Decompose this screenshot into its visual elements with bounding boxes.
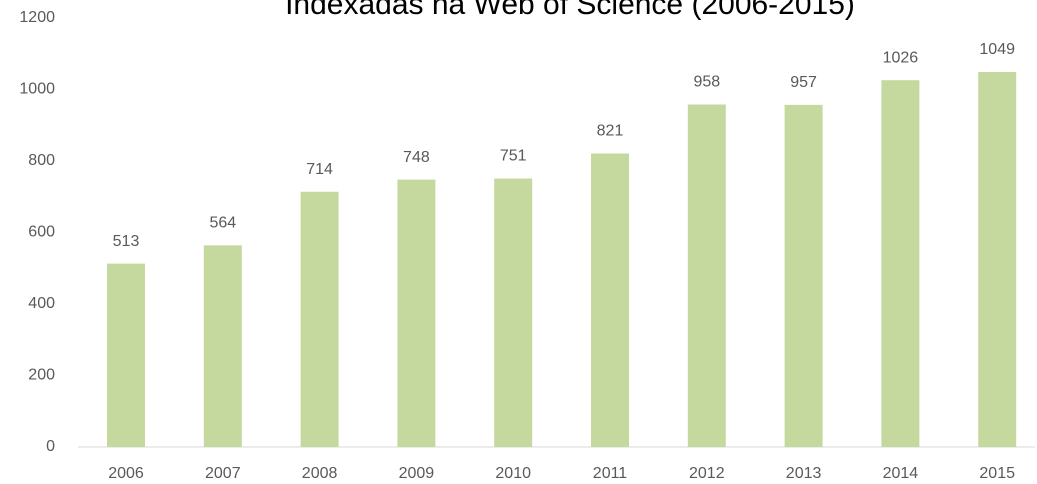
x-tick-label: 2010 (495, 465, 531, 482)
data-label: 1026 (883, 49, 919, 66)
bar (203, 245, 242, 447)
y-tick-label: 200 (28, 367, 55, 384)
x-tick-label: 2008 (302, 465, 338, 482)
x-tick-label: 2012 (689, 465, 725, 482)
x-tick-label: 2007 (205, 465, 241, 482)
x-tick-label: 2015 (979, 465, 1015, 482)
bar (107, 263, 145, 447)
bar (397, 179, 436, 447)
x-tick-label: 2014 (883, 465, 919, 482)
y-tick-label: 400 (28, 295, 55, 312)
data-label: 1049 (979, 41, 1015, 58)
data-label: 957 (790, 74, 817, 91)
bar (784, 104, 823, 447)
y-tick-label: 0 (46, 438, 55, 455)
data-label: 564 (209, 215, 236, 232)
y-tick-label: 1000 (19, 81, 55, 98)
bar (687, 104, 726, 447)
x-tick-label: 2013 (786, 465, 822, 482)
bar (494, 178, 533, 447)
data-label: 751 (500, 148, 527, 165)
data-label: 958 (693, 74, 720, 91)
data-label: 513 (113, 233, 140, 250)
data-label: 821 (597, 123, 624, 140)
y-tick-label: 800 (28, 152, 55, 169)
bar (978, 71, 1017, 448)
x-tick-label: 2006 (108, 465, 144, 482)
bar (591, 153, 629, 447)
data-label: 714 (306, 161, 333, 178)
x-tick-label: 2011 (593, 465, 628, 482)
data-label: 748 (403, 149, 430, 166)
bar (300, 191, 339, 447)
bar (881, 80, 920, 447)
chart-title: Indexadas na Web of Science (2006-2015) (285, 0, 855, 21)
x-tick-label: 2009 (399, 465, 435, 482)
y-tick-label: 1200 (19, 9, 55, 26)
y-tick-label: 600 (28, 224, 55, 241)
